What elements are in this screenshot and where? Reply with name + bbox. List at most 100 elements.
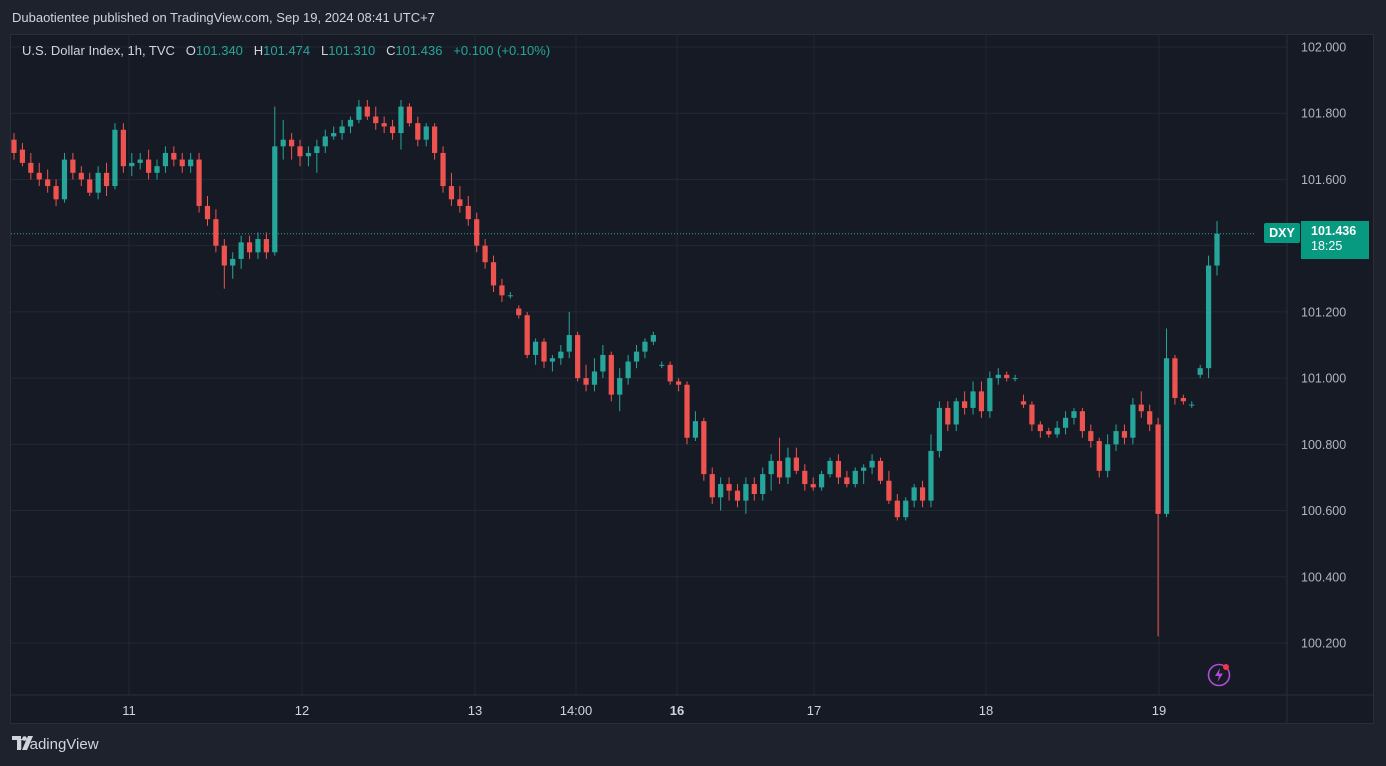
candle-body <box>575 335 581 379</box>
brand-name: TradingView <box>16 736 99 753</box>
candle-body <box>70 159 76 173</box>
candle-body <box>583 378 589 385</box>
candle-body <box>633 351 640 362</box>
candle-body <box>524 315 530 355</box>
candle-body <box>785 457 791 478</box>
candle-body <box>61 159 68 200</box>
candle-body <box>432 126 438 153</box>
candle-body <box>322 136 328 147</box>
candle-body <box>953 401 959 425</box>
candle-body <box>398 106 404 134</box>
candle-body <box>154 166 160 173</box>
candle-body <box>844 477 850 485</box>
candle-body <box>1214 233 1220 266</box>
candle-body <box>53 186 59 200</box>
time-tick-label: 11 <box>122 703 136 718</box>
chart-panel[interactable]: 102.000101.800101.600101.400101.200101.0… <box>10 34 1374 724</box>
candle-body <box>600 354 606 372</box>
candle-body <box>962 401 968 408</box>
candle-body <box>995 374 1001 379</box>
candle-body <box>541 341 547 362</box>
candle-body <box>625 361 631 379</box>
candle-body <box>1029 404 1035 425</box>
candle-body <box>448 186 455 200</box>
candle-body <box>356 106 362 120</box>
candle-body <box>95 172 101 193</box>
candle-body <box>1189 404 1195 406</box>
candle-body <box>1096 441 1102 471</box>
candle-body <box>1088 431 1094 442</box>
candle-body <box>642 341 648 352</box>
candle-body <box>1046 431 1052 435</box>
candle-body <box>87 179 93 193</box>
candle-body <box>659 364 665 366</box>
candle-body <box>987 378 993 412</box>
legend-close: 101.436 <box>395 43 443 58</box>
candle-body <box>936 407 942 451</box>
candle-body <box>1205 265 1212 369</box>
candle-body <box>499 285 505 296</box>
candle-body <box>457 199 463 206</box>
candle-body <box>238 242 244 259</box>
candle-body <box>675 381 682 385</box>
candle-body <box>869 460 875 468</box>
candle-body <box>802 470 808 485</box>
candle-body <box>532 341 539 355</box>
candle-body <box>246 242 253 253</box>
candle-body <box>827 460 833 475</box>
candle-body <box>1062 417 1069 428</box>
candle-body <box>36 172 42 180</box>
last-price: 101.436 <box>1311 224 1357 238</box>
price-tick-label: 102.000 <box>1301 41 1346 55</box>
candle-body <box>474 219 480 246</box>
candle-body <box>768 460 774 475</box>
candle-body <box>1147 411 1153 425</box>
candle-body <box>389 126 396 134</box>
candle-body <box>507 295 513 297</box>
candle-body <box>903 500 909 518</box>
candle-body <box>482 245 488 263</box>
candle-body <box>1020 401 1027 405</box>
candle-body <box>709 474 715 498</box>
price-tick-label: 100.600 <box>1301 504 1346 518</box>
candle-body <box>45 179 51 187</box>
candle-body <box>179 159 185 167</box>
time-tick-label: 18 <box>979 703 993 718</box>
candle-body <box>718 484 724 498</box>
candlestick-chart[interactable]: 102.000101.800101.600101.400101.200101.0… <box>11 35 1373 723</box>
candle-body <box>886 480 892 501</box>
candle-body <box>1155 424 1161 514</box>
candle-body <box>230 258 236 266</box>
candle-body <box>861 467 867 471</box>
price-tick-label: 100.200 <box>1301 637 1346 651</box>
candle-body <box>120 129 126 167</box>
candle-body <box>314 146 320 153</box>
candle-body <box>516 308 522 316</box>
bar-countdown: 18:25 <box>1311 239 1343 253</box>
candle-body <box>1079 411 1086 432</box>
candle-body <box>289 139 295 147</box>
candle-body <box>684 384 690 438</box>
candle-body <box>835 460 842 478</box>
price-tick-label: 101.800 <box>1301 107 1346 121</box>
legend-symbol: U.S. Dollar Index, 1h, TVC <box>22 43 175 58</box>
price-tick-label: 100.400 <box>1301 570 1346 584</box>
candle-body <box>819 474 825 488</box>
candle-body <box>793 457 799 471</box>
legend-open: 101.340 <box>195 43 243 58</box>
chart-legend: U.S. Dollar Index, 1h, TVC O101.340 H101… <box>22 43 550 58</box>
time-tick-label: 16 <box>670 703 684 718</box>
candle-body <box>558 351 564 359</box>
lightning-alert-icon[interactable] <box>1207 663 1231 687</box>
candle-body <box>137 159 143 163</box>
price-tick-label: 101.000 <box>1301 372 1346 386</box>
candle-body <box>406 106 412 124</box>
candle-body <box>305 152 312 157</box>
candle-body <box>852 470 858 485</box>
candle-body <box>171 152 177 160</box>
candle-body <box>701 421 707 475</box>
candle-body <box>810 484 816 488</box>
candle-body <box>978 391 985 412</box>
tradingview-logo[interactable]: TradingView <box>12 736 99 753</box>
candle-body <box>760 474 766 494</box>
